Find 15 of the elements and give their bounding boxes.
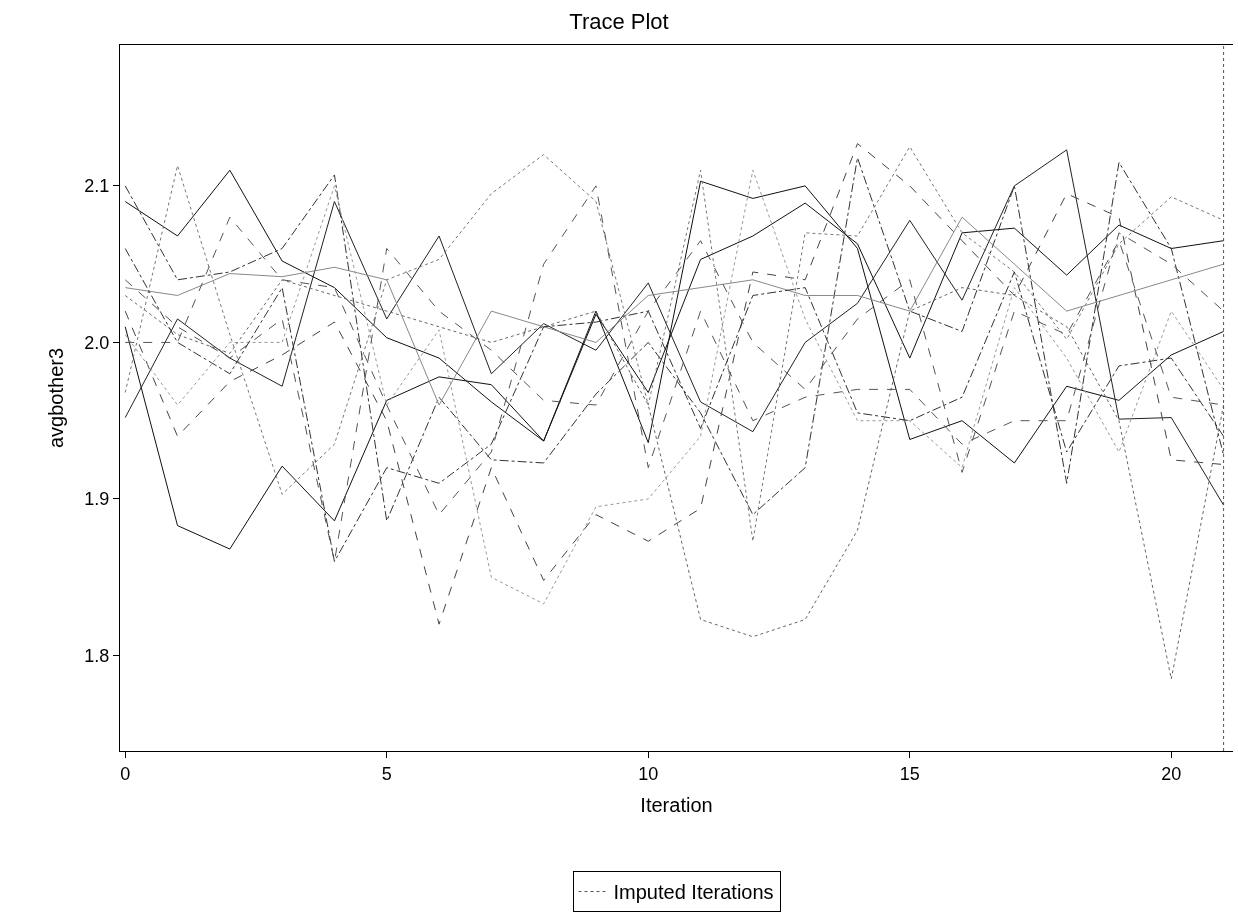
x-tick-label: 20 [1161,763,1182,784]
y-tick-label: 1.9 [84,489,110,510]
legend-label: Imputed Iterations [613,881,774,904]
y-tick-label: 2.1 [84,176,110,197]
chart-title: Trace Plot [569,9,669,35]
y-tick-label: 1.8 [84,645,110,666]
x-tick-label: 15 [899,763,920,784]
line-series [124,279,1225,680]
x-axis-title: Iteration [640,794,713,817]
y-axis-title: avgbother3 [44,347,67,449]
x-tick-label: 0 [120,763,131,784]
x-tick-label: 10 [638,763,659,784]
y-tick-label: 2.0 [84,332,110,353]
line-series [124,216,1225,406]
x-tick-label: 5 [381,763,392,784]
